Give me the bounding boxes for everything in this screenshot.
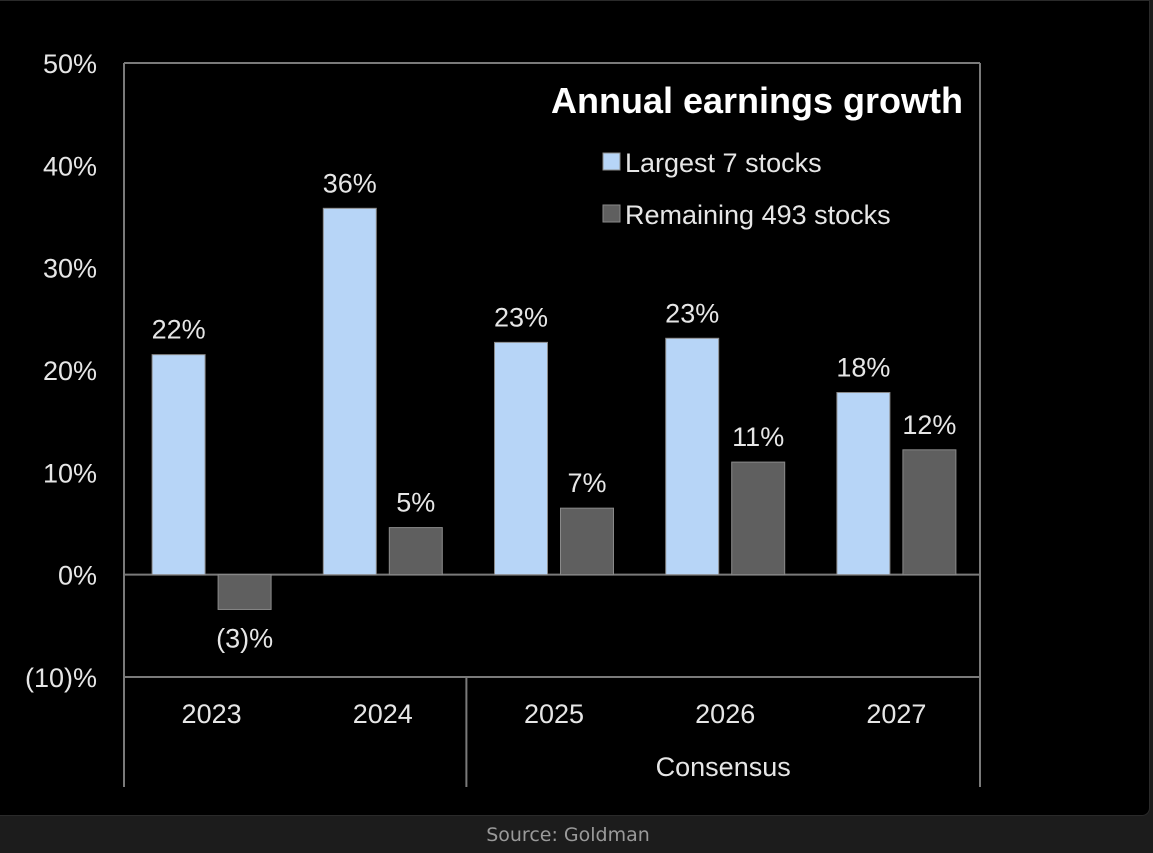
data-label: (3)% bbox=[216, 623, 273, 653]
y-tick-label: 20% bbox=[43, 356, 97, 386]
legend-label: Largest 7 stocks bbox=[625, 148, 822, 178]
y-tick-label: 10% bbox=[43, 458, 97, 488]
bar-remaining-493 bbox=[388, 527, 443, 576]
bar-largest-7 bbox=[836, 392, 891, 576]
bar-largest-7 bbox=[322, 207, 377, 576]
x-tick-label: 2026 bbox=[695, 699, 755, 729]
data-label: 22% bbox=[152, 315, 206, 345]
legend-swatch bbox=[602, 204, 621, 223]
data-label: 12% bbox=[902, 410, 956, 440]
bar-largest-7 bbox=[151, 354, 206, 576]
legend-swatch bbox=[602, 152, 621, 171]
legend-label: Remaining 493 stocks bbox=[625, 200, 891, 230]
bars bbox=[151, 207, 957, 610]
data-label: 18% bbox=[836, 353, 890, 383]
bar-chart: 50% 40% 30% 20% 10% 0% (10)% 22% (3)% 36% 5% 23% 7%… bbox=[25, 49, 981, 787]
y-axis-ticks: 50% 40% 30% 20% 10% 0% (10)% bbox=[25, 49, 97, 693]
legend: Largest 7 stocks Remaining 493 stocks bbox=[602, 148, 891, 230]
x-tick-label: 2023 bbox=[182, 699, 242, 729]
bar-remaining-493 bbox=[560, 507, 614, 576]
data-label: 36% bbox=[323, 168, 377, 198]
x-axis-categories: 2023 2024 2025 2026 2027 Consensus bbox=[182, 677, 926, 787]
y-tick-label: 0% bbox=[58, 561, 97, 591]
data-label: 11% bbox=[732, 422, 784, 452]
group-label: Consensus bbox=[656, 752, 791, 782]
source-caption: Source: Goldman bbox=[486, 824, 650, 846]
bar-remaining-493 bbox=[217, 574, 272, 610]
chart-card: 50% 40% 30% 20% 10% 0% (10)% 22% (3)% 36% 5% 23% 7%… bbox=[0, 0, 1150, 816]
bar-largest-7 bbox=[665, 337, 720, 576]
y-tick-label: (10)% bbox=[25, 663, 97, 693]
data-labels: 22% (3)% 36% 5% 23% 7% 23% 11% 18% 12% bbox=[152, 168, 957, 653]
x-tick-label: 2025 bbox=[524, 699, 584, 729]
bar-largest-7 bbox=[494, 341, 548, 576]
y-tick-label: 50% bbox=[43, 49, 97, 79]
y-tick-label: 30% bbox=[43, 254, 97, 284]
x-tick-label: 2024 bbox=[353, 699, 413, 729]
y-tick-label: 40% bbox=[43, 151, 97, 181]
data-label: 23% bbox=[665, 298, 719, 328]
data-label: 23% bbox=[494, 302, 548, 332]
data-label: 7% bbox=[567, 468, 606, 498]
bar-remaining-493 bbox=[731, 461, 786, 576]
bar-remaining-493 bbox=[902, 449, 957, 576]
x-tick-label: 2027 bbox=[866, 699, 926, 729]
data-label: 5% bbox=[396, 488, 435, 518]
chart-title: Annual earnings growth bbox=[551, 80, 963, 121]
